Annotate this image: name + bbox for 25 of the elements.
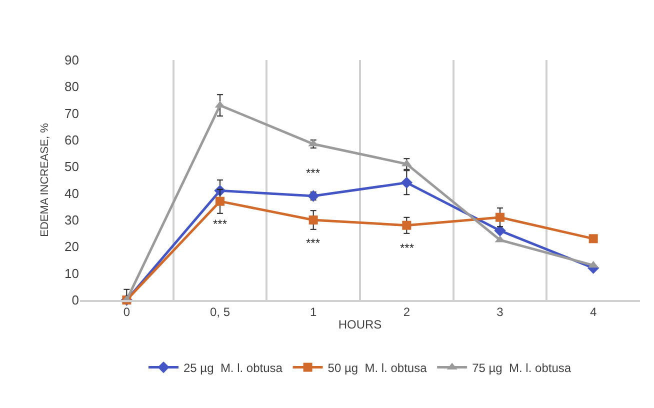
- annotation: ***: [306, 236, 320, 250]
- y-tick-label: 30: [64, 212, 79, 228]
- annotation: ***: [400, 241, 414, 255]
- x-tick-label: 0, 5: [210, 305, 230, 320]
- legend-label: 75 µg M. l. obtusa: [472, 360, 572, 375]
- x-axis-title: HOURS: [338, 318, 382, 332]
- x-tick-label: 1: [310, 305, 317, 320]
- y-tick-label: 10: [64, 266, 79, 281]
- y-tick-label: 80: [64, 79, 79, 94]
- legend-label: 25 µg M. l. obtusa: [184, 360, 283, 375]
- y-tick-label: 70: [64, 106, 79, 121]
- y-tick-label: 40: [64, 186, 79, 201]
- annotation: ***: [306, 166, 320, 180]
- y-tick-label: 50: [64, 159, 79, 174]
- y-tick-label: 0: [72, 292, 79, 308]
- annotation: ***: [213, 217, 228, 231]
- x-tick-label: 0: [123, 305, 130, 320]
- y-tick-label: 90: [64, 52, 79, 68]
- x-tick-label: 4: [590, 305, 597, 320]
- y-tick-label: 20: [64, 239, 79, 254]
- y-axis-title: EDEMA INCREASE, %: [39, 122, 51, 237]
- y-tick-label: 60: [64, 132, 79, 148]
- x-tick-label: 2: [403, 305, 410, 320]
- x-tick-label: 3: [496, 305, 504, 320]
- legend-label: 50 µg M. l. obtusa: [328, 360, 428, 375]
